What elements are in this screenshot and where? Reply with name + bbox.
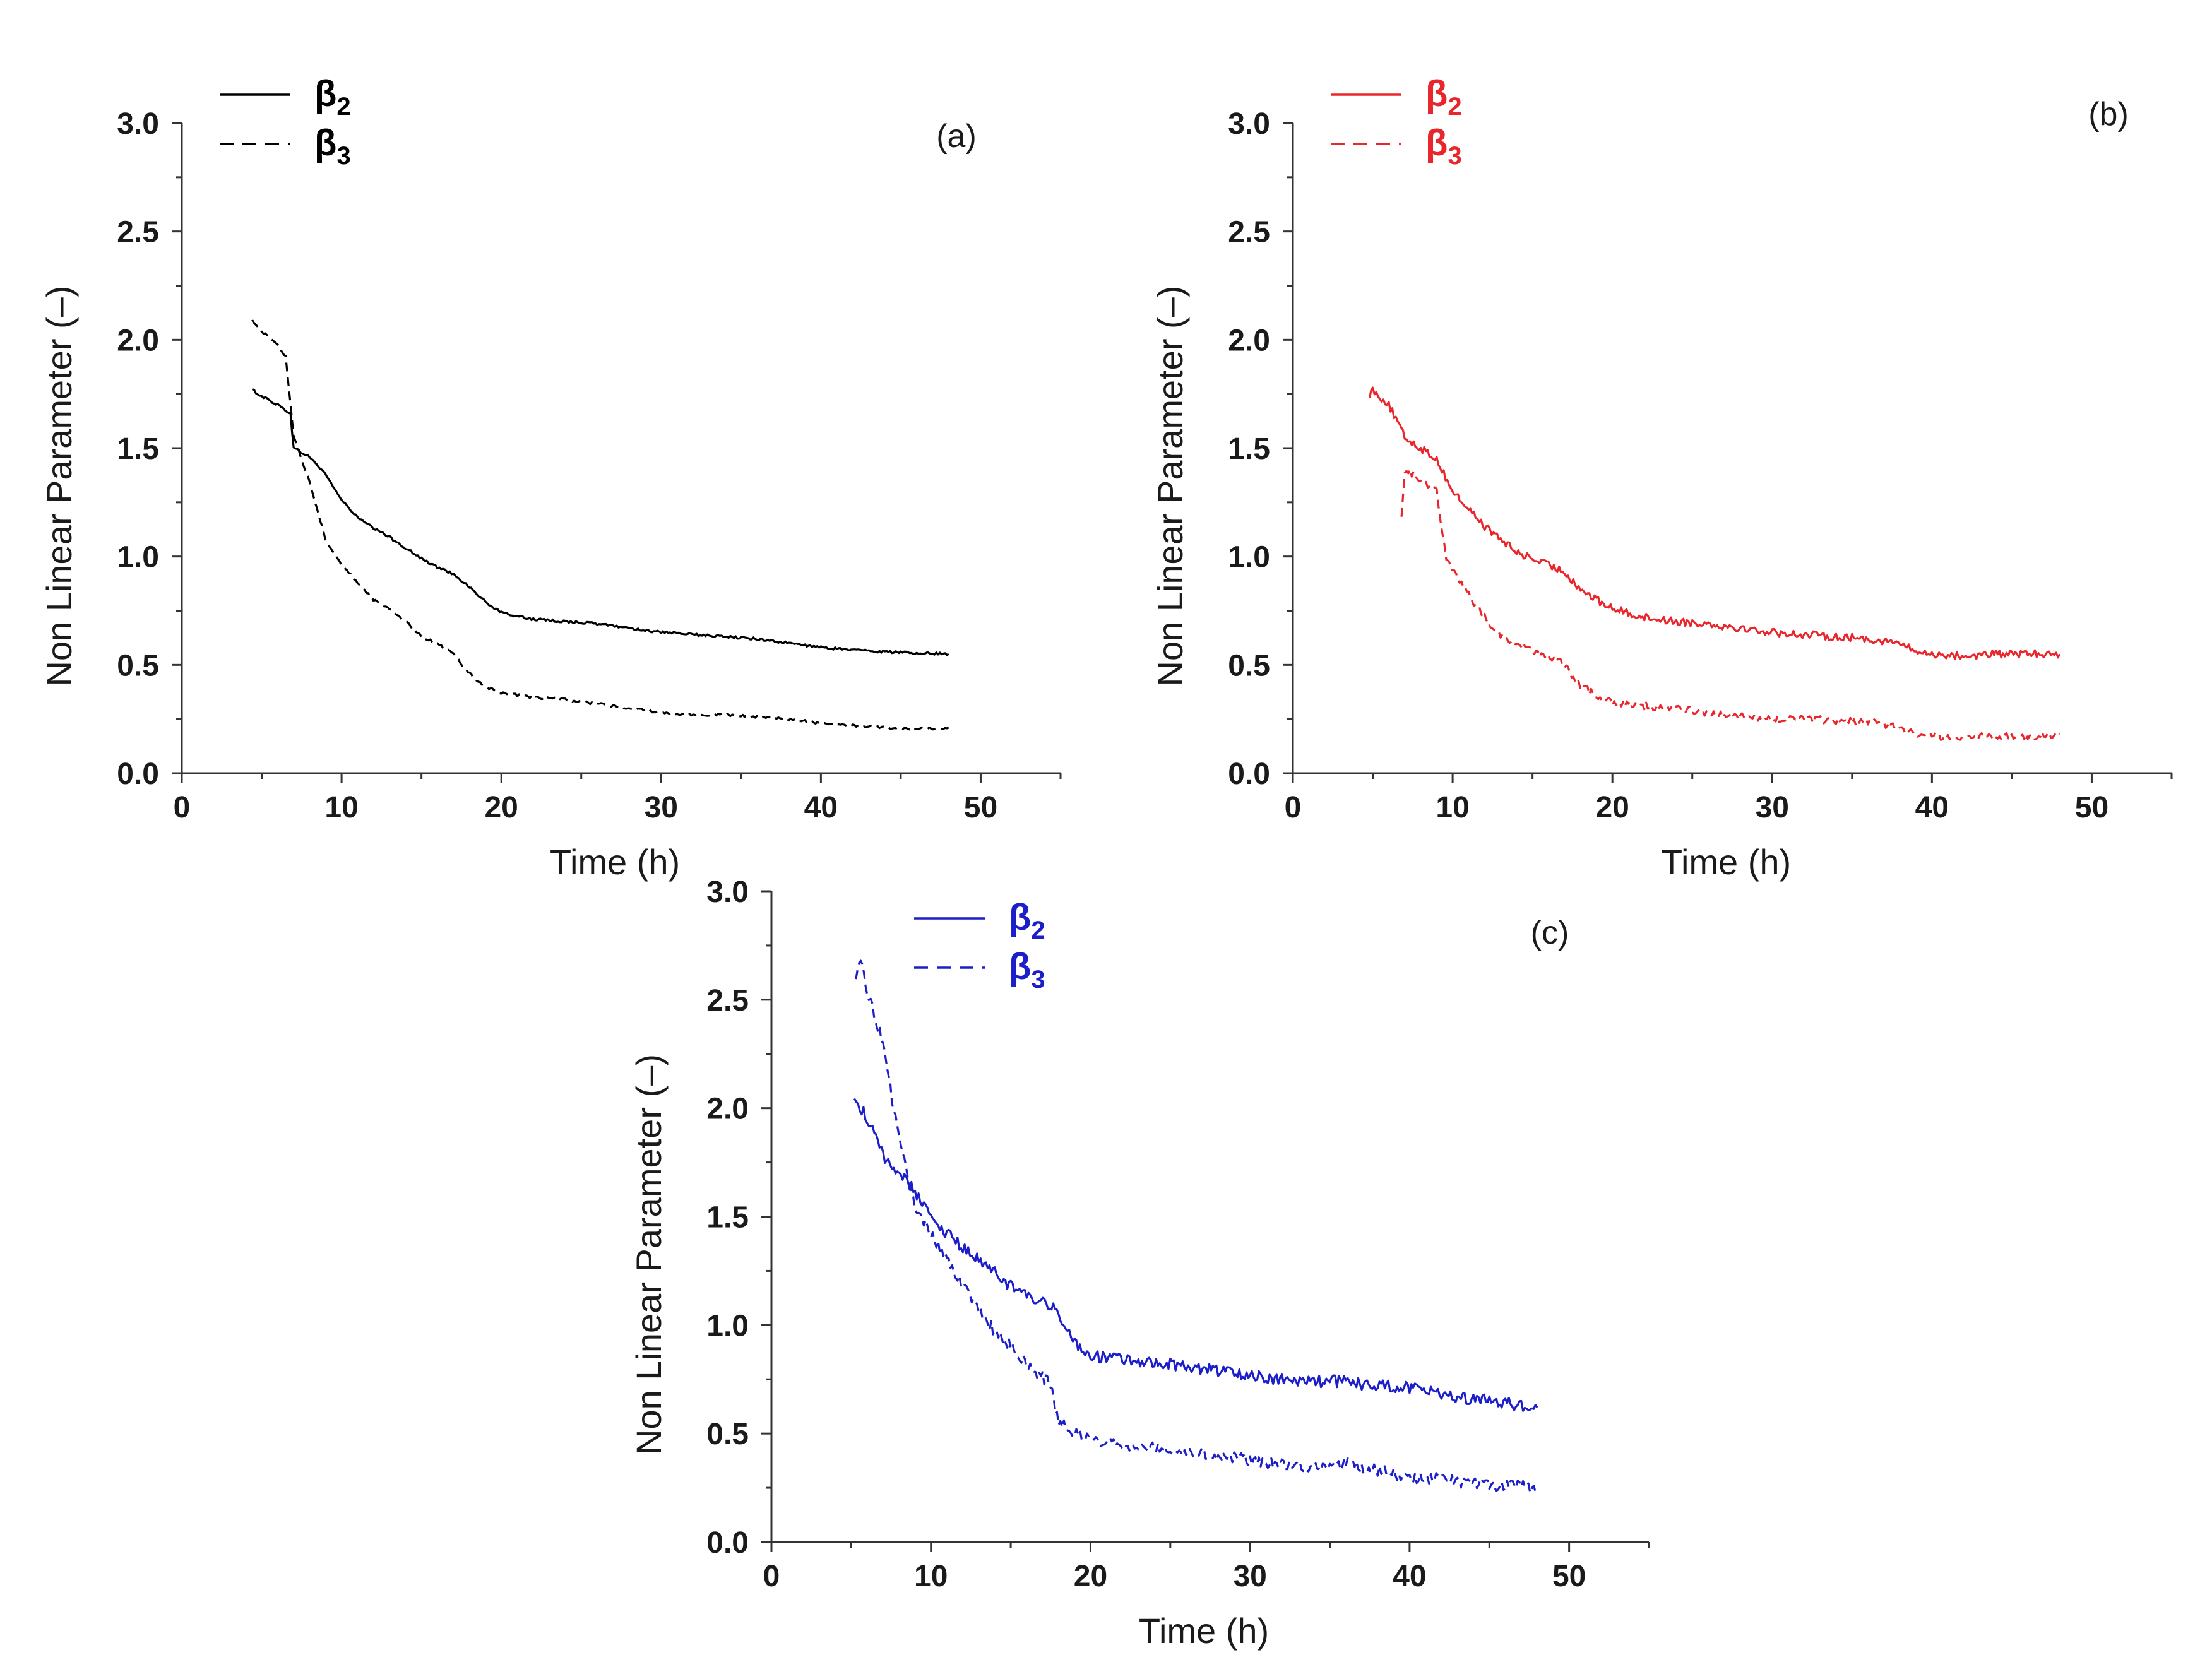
y-tick-label: 2.5 [117, 216, 159, 249]
y-tick-label: 0.5 [117, 649, 159, 682]
x-tick-label: 50 [2075, 791, 2108, 824]
series-beta2-line-c [853, 1098, 1538, 1412]
x-tick-label: 0 [763, 1560, 780, 1593]
panel-c: 0 10 20 30 40 50 0.0 0.5 1.0 1.5 2.0 2.5 3.0 Time (h)… [629, 875, 1650, 1651]
y-axis-title: Non Linear Parameter (–) [39, 286, 79, 687]
y-tick-label: 2.5 [706, 984, 749, 1017]
y-tick-label: 1.5 [706, 1201, 749, 1235]
y-tick-label: 3.0 [706, 875, 749, 909]
y-tick-label: 1.0 [117, 541, 159, 574]
x-tick-label: 30 [1756, 791, 1789, 824]
x-tick-label: 40 [804, 791, 838, 824]
panel-label-c: (c) [1531, 915, 1569, 951]
y-tick-label: 3.0 [1228, 107, 1270, 141]
panel-label-b: (b) [2088, 96, 2129, 133]
axes-c: 0 10 20 30 40 50 0.0 0.5 1.0 1.5 2.0 2.5 3.0 Time (h)… [629, 875, 1650, 1651]
x-tick-label: 20 [1595, 791, 1629, 824]
x-tick-label: 10 [1436, 791, 1469, 824]
series-beta3-line-a [251, 319, 949, 731]
y-tick-label: 2.5 [1228, 216, 1270, 249]
legend-label-beta2: β2 [314, 73, 351, 121]
series-beta2-line-a [252, 388, 949, 656]
y-tick-label: 2.0 [1228, 324, 1270, 357]
y-tick-label: 0.0 [117, 757, 159, 791]
y-tick-label: 0.5 [706, 1418, 749, 1451]
x-tick-label: 0 [174, 791, 191, 824]
series-beta2-line-b [1368, 386, 2061, 660]
x-tick-label: 30 [645, 791, 678, 824]
x-tick-label: 20 [484, 791, 518, 824]
x-tick-label: 40 [1915, 791, 1949, 824]
y-tick-label: 1.0 [706, 1309, 749, 1343]
x-tick-label: 50 [1552, 1560, 1586, 1593]
y-tick-label: 3.0 [117, 107, 159, 141]
panel-label-a: (a) [936, 118, 977, 155]
x-tick-label: 10 [914, 1560, 948, 1593]
y-tick-label: 1.0 [1228, 541, 1270, 574]
x-tick-label: 20 [1074, 1560, 1107, 1593]
y-tick-label: 2.0 [117, 324, 159, 357]
x-tick-label: 10 [324, 791, 358, 824]
x-axis-title: Time (h) [550, 842, 680, 882]
y-axis-title: Non Linear Parameter (–) [629, 1054, 669, 1455]
legend-label-beta2: β2 [1425, 73, 1462, 121]
y-tick-label: 0.0 [1228, 757, 1270, 791]
panel-b: 0 10 20 30 40 50 0.0 0.5 1.0 1.5 2.0 2.5 3.0 Time (h)… [1150, 73, 2173, 882]
x-tick-label: 30 [1233, 1560, 1266, 1593]
x-tick-label: 40 [1393, 1560, 1426, 1593]
legend-label-beta3: β3 [1425, 122, 1462, 170]
y-tick-label: 0.0 [706, 1526, 749, 1560]
y-tick-label: 1.5 [117, 432, 159, 466]
series-group-a [251, 319, 949, 731]
series-group-c [853, 959, 1538, 1494]
x-axis-title: Time (h) [1139, 1611, 1269, 1651]
x-tick-label: 50 [964, 791, 997, 824]
axes-b: 0 10 20 30 40 50 0.0 0.5 1.0 1.5 2.0 2.5 3.0 Time (h)… [1150, 107, 2173, 882]
legend-label-beta2: β2 [1009, 897, 1045, 944]
series-beta3-line-c [855, 959, 1538, 1494]
x-tick-label: 0 [1285, 791, 1302, 824]
legend-label-beta3: β3 [314, 122, 351, 170]
y-axis-title: Non Linear Parameter (–) [1150, 286, 1190, 687]
series-group-b [1368, 386, 2061, 741]
x-axis-title: Time (h) [1661, 842, 1791, 882]
y-tick-label: 0.5 [1228, 649, 1270, 682]
axes-a: 0 10 20 30 40 50 0.0 0.5 1.0 1.5 2.0 2.5 3.0 Time (h)… [39, 107, 1062, 882]
y-tick-label: 2.0 [706, 1093, 749, 1126]
y-tick-label: 1.5 [1228, 432, 1270, 466]
legend-label-beta3: β3 [1009, 946, 1045, 994]
series-beta3-line-b [1400, 468, 2061, 741]
panel-a: 0 10 20 30 40 50 0.0 0.5 1.0 1.5 2.0 2.5 3.0 Time (h)… [39, 73, 1062, 882]
